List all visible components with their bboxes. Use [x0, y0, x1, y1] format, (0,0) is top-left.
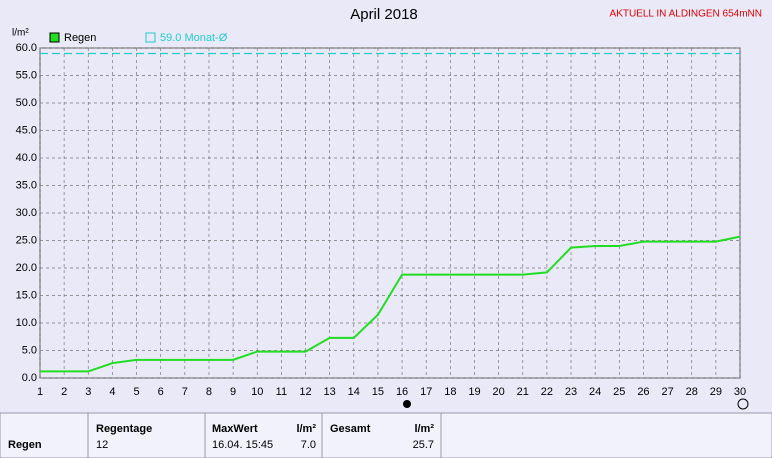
y-tick-label: 55.0: [16, 69, 37, 81]
x-tick-label: 4: [109, 386, 115, 398]
y-tick-label: 25.0: [16, 234, 37, 246]
x-tick-label: 20: [492, 386, 504, 398]
x-tick-label: 9: [230, 386, 236, 398]
x-tick-label: 5: [133, 386, 139, 398]
x-tick-label: 15: [372, 386, 384, 398]
y-tick-label: 45.0: [16, 124, 37, 136]
x-tick-label: 22: [541, 386, 553, 398]
table-unit: l/m²: [414, 423, 434, 435]
x-tick-label: 19: [468, 386, 480, 398]
x-tick-label: 3: [85, 386, 91, 398]
y-tick-label: 35.0: [16, 179, 37, 191]
table-cell: 25.7: [413, 439, 434, 451]
y-axis-label: l/m²: [12, 28, 29, 39]
x-tick-label: 23: [565, 386, 577, 398]
x-tick-label: 21: [517, 386, 529, 398]
marker-icon: [403, 400, 411, 408]
table-header: MaxWert: [212, 423, 258, 435]
y-tick-label: 0.0: [22, 372, 37, 384]
x-tick-label: 1: [37, 386, 43, 398]
table-header: Regentage: [96, 423, 152, 435]
annotation: AKTUELL IN ALDINGEN 654mNN: [610, 9, 762, 20]
x-tick-label: 12: [299, 386, 311, 398]
table-cell: 16.04. 15:45: [212, 439, 273, 451]
legend-label: Regen: [64, 32, 96, 44]
x-tick-label: 2: [61, 386, 67, 398]
y-tick-label: 60.0: [16, 42, 37, 54]
table-cell: 7.0: [301, 439, 316, 451]
table-header: Gesamt: [330, 423, 371, 435]
y-tick-label: 40.0: [16, 152, 37, 164]
x-tick-label: 16: [396, 386, 408, 398]
chart-title: April 2018: [350, 6, 418, 23]
x-tick-label: 28: [686, 386, 698, 398]
x-tick-label: 6: [158, 386, 164, 398]
y-tick-label: 15.0: [16, 289, 37, 301]
table-cell: 12: [96, 439, 108, 451]
x-tick-label: 29: [710, 386, 722, 398]
x-tick-label: 10: [251, 386, 263, 398]
x-tick-label: 8: [206, 386, 212, 398]
y-tick-label: 50.0: [16, 97, 37, 109]
x-tick-label: 27: [661, 386, 673, 398]
x-tick-label: 13: [324, 386, 336, 398]
y-tick-label: 20.0: [16, 262, 37, 274]
x-tick-label: 24: [589, 386, 601, 398]
x-tick-label: 30: [734, 386, 746, 398]
table-unit: l/m²: [296, 423, 316, 435]
rain-line: [40, 235, 741, 373]
y-tick-label: 30.0: [16, 207, 37, 219]
marker-icon: [737, 398, 749, 410]
legend-swatch: [49, 32, 60, 43]
x-tick-label: 7: [182, 386, 188, 398]
legend-swatch: [145, 32, 156, 43]
x-tick-label: 14: [348, 386, 360, 398]
x-tick-label: 25: [613, 386, 625, 398]
table-bg: [0, 412, 772, 458]
x-tick-label: 11: [276, 386, 287, 398]
y-tick-label: 5.0: [22, 344, 37, 356]
legend-label: 59.0 Monat-Ø: [160, 32, 228, 44]
x-tick-label: 17: [420, 386, 432, 398]
x-tick-label: 26: [637, 386, 649, 398]
x-tick-label: 18: [444, 386, 456, 398]
y-tick-label: 10.0: [16, 317, 37, 329]
row-label: Regen: [8, 439, 42, 451]
